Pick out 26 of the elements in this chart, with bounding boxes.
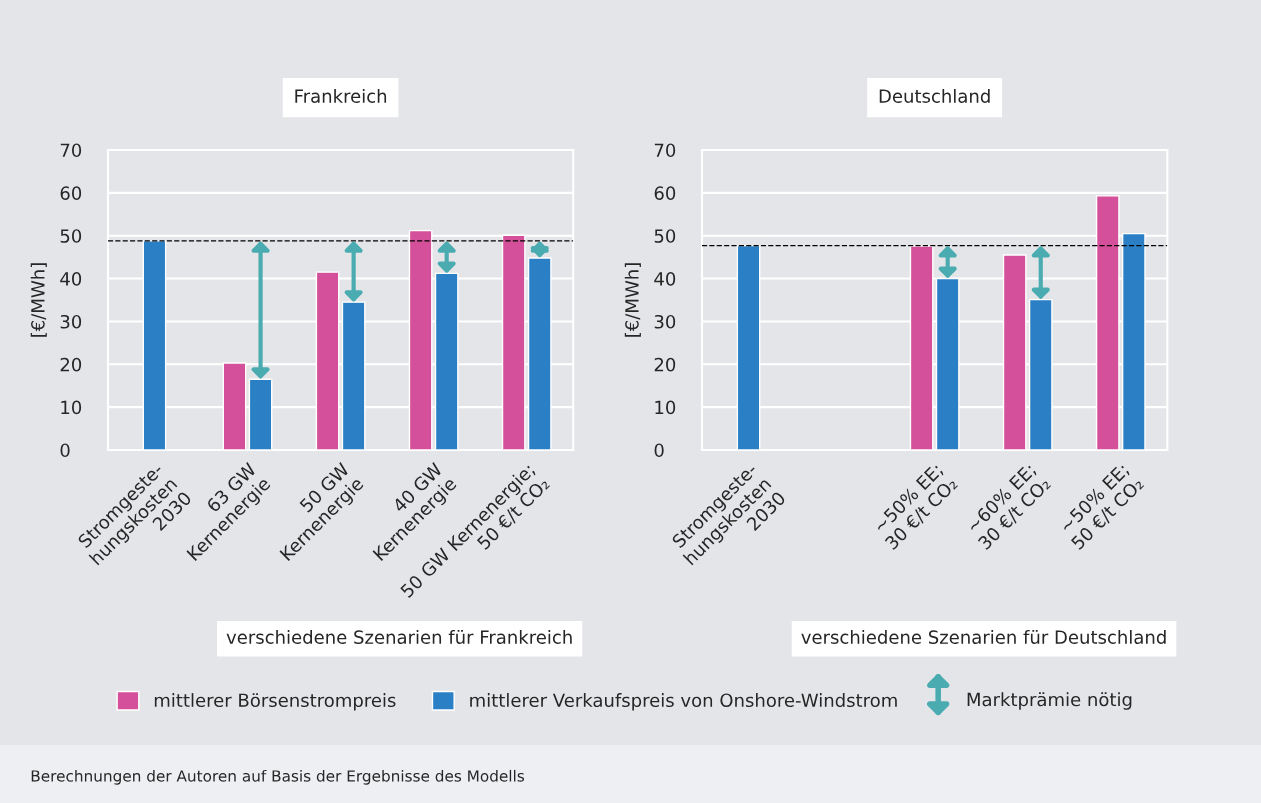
y-tick-label: 40 (60, 272, 82, 286)
y-tick-label: 50 (654, 229, 676, 243)
y-tick-label: 20 (654, 357, 676, 372)
legend-label: mittlerer Verkaufspreis von Onshore-Windstrom (470, 693, 897, 711)
y-tick-label: 30 (654, 314, 676, 329)
y-tick-label: 10 (61, 400, 82, 415)
y-tick-label: 60 (654, 186, 676, 200)
y-tick-label: 50 (60, 229, 82, 243)
text: Marktprämie nötig (967, 692, 1132, 710)
legend-label: mittlerer Börsenstrompreis (154, 693, 396, 711)
y-tick-label: 40 (654, 272, 676, 286)
y-tick-label: 10 (655, 400, 676, 415)
y-tick-label: 20 (60, 357, 82, 372)
y-axis-title: [€/MWh] (30, 263, 47, 337)
y-tick-label: 0 (654, 443, 664, 458)
x-axis-title: verschiedene Szenarien für Frankreich (226, 630, 572, 644)
text: Berechnungen der Autoren auf Basis der Ergebnisse des Modells (31, 769, 525, 785)
y-tick-label: 70 (654, 143, 676, 158)
y-tick-label: 60 (60, 186, 82, 200)
y-axis-title: [€/MWh] (624, 263, 641, 337)
y-tick-label: 0 (60, 443, 70, 458)
y-tick-label: 30 (60, 314, 82, 329)
y-tick-label: 70 (60, 143, 82, 158)
x-axis-title: verschiedene Szenarien für Deutschland (801, 630, 1166, 644)
chart-title: Deutschland (879, 88, 990, 103)
chart-title: Frankreich (295, 88, 387, 103)
